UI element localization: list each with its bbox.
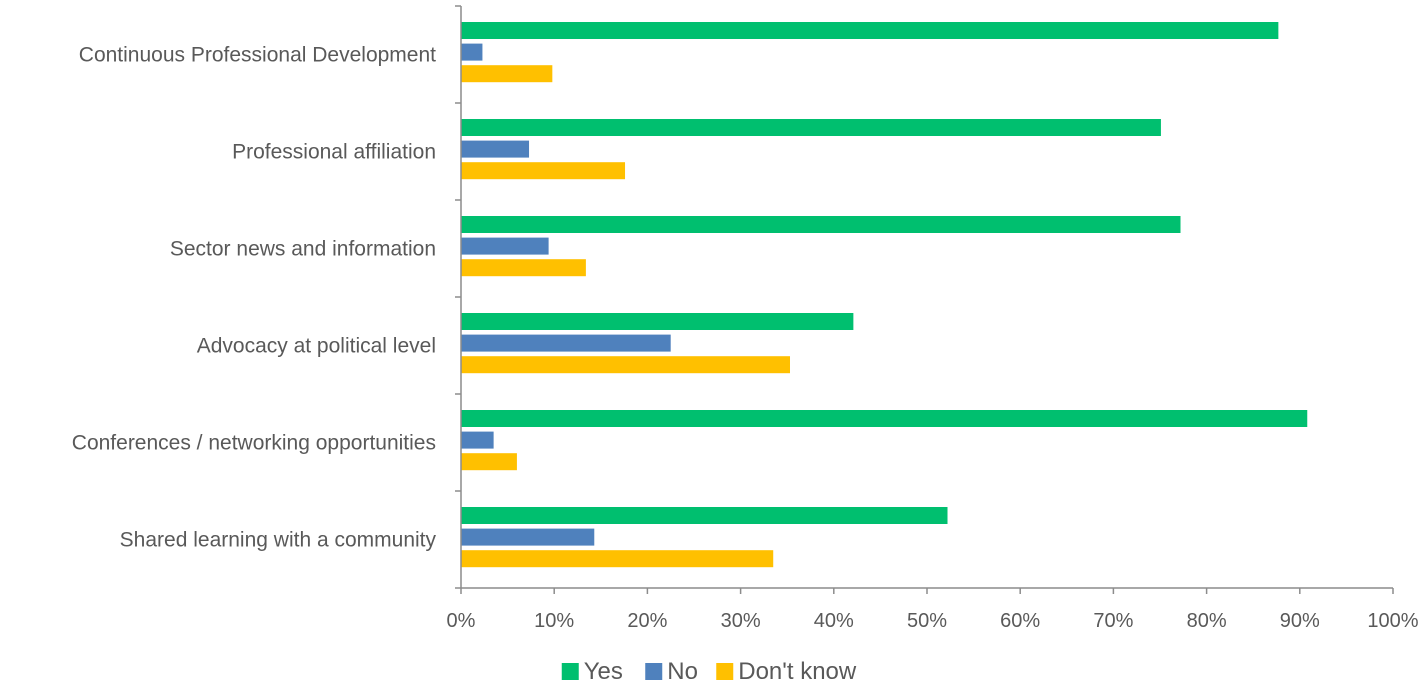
bar-yes-shared-learning-with-a-community — [461, 507, 948, 524]
bar-no-professional-affiliation — [461, 140, 530, 158]
legend-swatch-no — [645, 663, 663, 680]
legend-label-don-t-know: Don't know — [738, 658, 857, 685]
bar-no-conferences-networking-opportunities — [461, 431, 494, 449]
bar-no-continuous-professional-development — [461, 43, 483, 61]
x-tick-label: 40% — [814, 610, 854, 632]
bar-yes-professional-affiliation — [461, 119, 1161, 136]
bar-don-t-know-conferences-networking-opportunities — [461, 453, 517, 471]
bar-yes-sector-news-and-information — [461, 216, 1181, 233]
legend-label-no: No — [667, 658, 698, 685]
x-tick-label: 70% — [1093, 610, 1133, 632]
category-label: Professional affiliation — [232, 141, 436, 164]
x-tick-label: 20% — [627, 610, 667, 632]
x-tick-label: 30% — [721, 610, 761, 632]
bar-no-advocacy-at-political-level — [461, 334, 671, 352]
x-tick-label: 50% — [907, 610, 947, 632]
category-label: Continuous Professional Development — [79, 44, 436, 67]
category-label: Advocacy at political level — [197, 335, 436, 358]
x-tick-label: 100% — [1367, 610, 1418, 632]
legend-label-yes: Yes — [584, 658, 623, 685]
x-tick-label: 90% — [1280, 610, 1320, 632]
bar-yes-conferences-networking-opportunities — [461, 410, 1308, 427]
legend-swatch-yes — [561, 663, 579, 680]
bar-no-shared-learning-with-a-community — [461, 528, 595, 546]
x-tick-label: 60% — [1000, 610, 1040, 632]
axes-layer — [455, 5, 1394, 594]
bar-don-t-know-professional-affiliation — [461, 162, 626, 180]
bars-layer — [461, 22, 1308, 568]
legend: Yes No Don't know — [561, 658, 857, 685]
bar-don-t-know-shared-learning-with-a-community — [461, 550, 774, 568]
x-tick-label: 0% — [447, 610, 476, 632]
bar-don-t-know-sector-news-and-information — [461, 259, 586, 277]
bar-don-t-know-advocacy-at-political-level — [461, 356, 790, 374]
x-tick-label: 10% — [534, 610, 574, 632]
x-tick-label: 80% — [1187, 610, 1227, 632]
labels-layer: Continuous Professional Development Profe… — [72, 44, 1419, 633]
category-label: Conferences / networking opportunities — [72, 432, 436, 455]
category-label: Shared learning with a community — [120, 529, 437, 552]
legend-swatch-don-t-know — [716, 663, 734, 680]
bar-yes-advocacy-at-political-level — [461, 313, 854, 330]
bar-don-t-know-continuous-professional-development — [461, 65, 553, 83]
bar-yes-continuous-professional-development — [461, 22, 1279, 39]
bar-no-sector-news-and-information — [461, 237, 549, 255]
category-label: Sector news and information — [170, 238, 436, 261]
